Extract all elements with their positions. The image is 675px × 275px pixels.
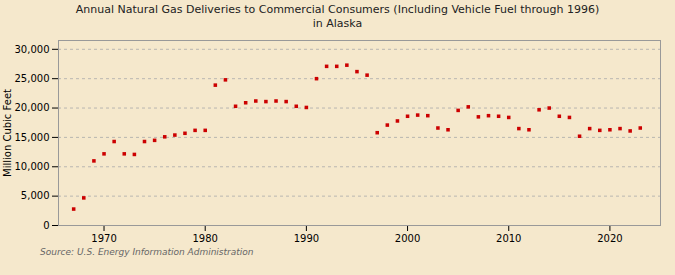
svg-text:5,000: 5,000 [21,190,50,201]
svg-text:30,000: 30,000 [15,43,50,54]
svg-text:Million Cubic Feet: Million Cubic Feet [2,89,13,177]
svg-text:1990: 1990 [294,232,319,243]
svg-text:15,000: 15,000 [15,131,50,142]
svg-text:2020: 2020 [597,232,622,243]
svg-text:1970: 1970 [91,232,116,243]
svg-text:1980: 1980 [192,232,217,243]
svg-text:0: 0 [43,219,49,230]
svg-text:2010: 2010 [496,232,521,243]
html-text:Source: U.S. Energy Informatio: Source: U.S. Energy Information Administ… [40,246,254,257]
svg-text:2000: 2000 [395,232,420,243]
html-text:Annual Natural Gas Deliveries: Annual Natural Gas Deliveries to Commerc… [75,3,600,31]
svg-text:25,000: 25,000 [15,72,50,83]
svg-text:10,000: 10,000 [15,161,50,172]
svg-text:20,000: 20,000 [15,102,50,113]
